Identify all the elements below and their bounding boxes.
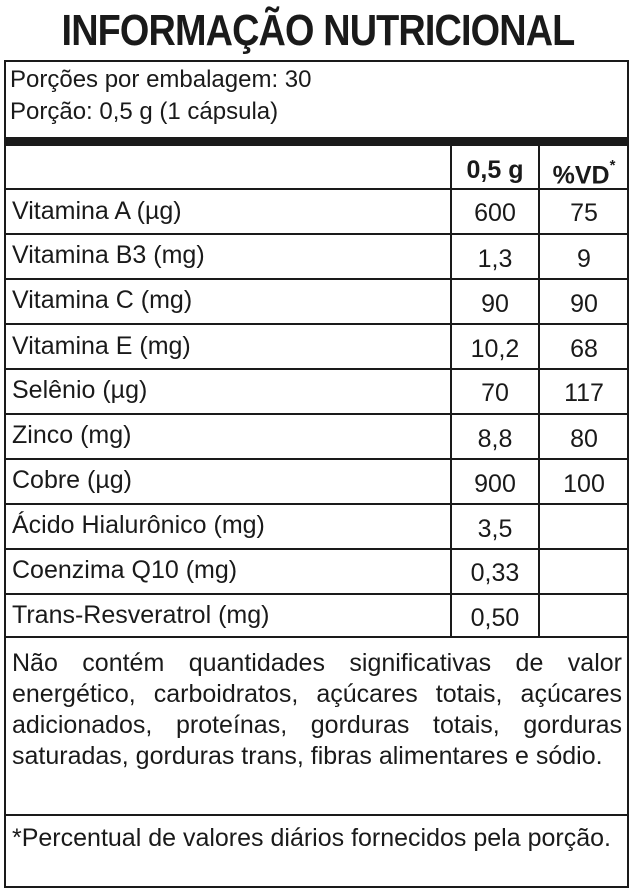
disclaimer-text: Não contém quantidades significativas de…	[12, 649, 622, 770]
row-divider	[4, 636, 629, 638]
nutrient-name: Coenzima Q10 (mg)	[12, 556, 238, 584]
nutrient-dv: 9	[577, 245, 591, 273]
nutrient-dv: 90	[570, 290, 598, 318]
nutrient-name: Vitamina E (mg)	[12, 332, 191, 360]
row-divider	[4, 368, 629, 370]
page-title: INFORMAÇÃO NUTRICIONAL	[61, 6, 576, 55]
row-divider	[4, 278, 629, 280]
row-divider	[4, 458, 629, 460]
nutrient-dv: 68	[570, 335, 598, 363]
nutrient-name: Ácido Hialurônico (mg)	[12, 511, 265, 539]
nutrient-name: Cobre (µg)	[12, 466, 132, 494]
nutrition-panel	[4, 60, 629, 888]
row-divider	[4, 814, 629, 816]
nutrient-dv: 75	[570, 199, 598, 227]
header-amount: 0,5 g	[466, 156, 524, 184]
row-divider	[4, 323, 629, 325]
nutrient-amount: 900	[474, 470, 516, 498]
thick-divider	[4, 137, 629, 146]
nutrient-amount: 3,5	[477, 515, 513, 543]
servings-per-package: Porções por embalagem: 30	[10, 66, 312, 93]
nutrient-amount: 8,8	[477, 425, 513, 453]
nutrient-amount: 90	[481, 290, 509, 318]
row-divider	[4, 413, 629, 415]
row-divider	[4, 548, 629, 550]
nutrient-dv: 80	[570, 425, 598, 453]
nutrient-name: Selênio (µg)	[12, 376, 148, 404]
nutrient-amount: 1,3	[477, 245, 513, 273]
nutrient-amount: 0,33	[470, 559, 520, 587]
footnote-text: *Percentual de valores diários fornecido…	[12, 824, 611, 852]
nutrient-amount: 0,50	[470, 604, 520, 632]
nutrient-dv: 100	[563, 470, 605, 498]
row-divider	[4, 593, 629, 595]
nutrient-amount: 10,2	[470, 335, 520, 363]
row-divider	[4, 188, 629, 190]
header-dv: %VD*	[552, 157, 616, 190]
row-divider	[4, 503, 629, 505]
nutrient-amount: 600	[474, 199, 516, 227]
nutrient-name: Vitamina A (µg)	[12, 197, 182, 225]
nutrient-dv: 117	[564, 379, 604, 407]
nutrient-name: Vitamina B3 (mg)	[12, 241, 205, 269]
nutrient-name: Zinco (mg)	[12, 421, 132, 449]
nutrient-name: Trans-Resveratrol (mg)	[12, 601, 270, 629]
nutrient-amount: 70	[481, 379, 509, 407]
serving-size: Porção: 0,5 g (1 cápsula)	[10, 98, 279, 125]
row-divider	[4, 233, 629, 235]
nutrient-name: Vitamina C (mg)	[12, 286, 193, 314]
column-divider-dv	[538, 146, 540, 637]
column-divider-amount	[450, 146, 452, 637]
